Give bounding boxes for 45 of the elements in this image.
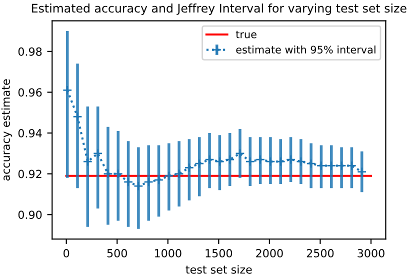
point	[306, 158, 316, 168]
point	[82, 156, 93, 166]
point	[144, 177, 154, 187]
y-tick-label: 0.96	[18, 88, 42, 97]
point	[113, 168, 123, 179]
chart-title: Estimated accuracy and Jeffrey Interval for varying test set size	[32, 4, 406, 15]
point	[123, 177, 134, 187]
point	[235, 148, 245, 158]
point	[316, 160, 326, 171]
x-axis-title: test set size	[186, 265, 252, 274]
point	[224, 154, 235, 164]
point	[245, 156, 256, 166]
point	[336, 160, 346, 171]
x-tick-label: 1500	[206, 249, 232, 258]
point	[326, 160, 336, 171]
x-tick-label: 2500	[306, 249, 334, 258]
point	[204, 154, 214, 164]
legend-label: true	[236, 30, 256, 38]
x-tick-label: 2000	[256, 249, 283, 258]
point	[357, 166, 367, 177]
y-axis-title: accuracy estimate	[1, 79, 12, 181]
point	[103, 168, 113, 179]
x-tick-label: 3000	[358, 249, 384, 258]
point	[296, 156, 306, 166]
point	[266, 156, 276, 166]
legend-label: estimate with 95% interval	[236, 46, 376, 54]
x-tick-label: 500	[107, 249, 127, 258]
y-tick-label: 0.98	[18, 47, 42, 56]
point	[174, 168, 184, 179]
point	[255, 154, 266, 164]
point	[286, 154, 296, 164]
point	[214, 156, 225, 166]
y-tick-label: 0.94	[18, 129, 42, 138]
point	[62, 85, 72, 96]
x-tick-label: 0	[64, 249, 70, 258]
point	[194, 158, 204, 168]
point	[72, 112, 82, 122]
point	[164, 170, 174, 181]
point	[92, 148, 103, 158]
point	[154, 175, 164, 185]
y-tick-label: 0.90	[18, 210, 42, 219]
point	[134, 181, 144, 191]
point	[184, 162, 194, 173]
x-tick-label: 1000	[154, 249, 182, 258]
y-tick-label: 0.92	[18, 170, 42, 178]
